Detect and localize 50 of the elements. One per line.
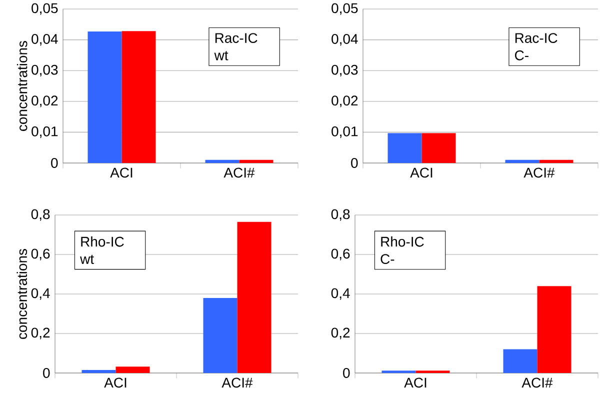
y-tick-label: 0 bbox=[43, 368, 50, 378]
x-tick-label: ACI bbox=[104, 378, 126, 388]
y-axis-title: concentrations bbox=[16, 248, 28, 339]
y-tick-label: 0,02 bbox=[332, 96, 358, 108]
x-tick-label: ACI bbox=[110, 168, 132, 178]
y-tick-label: 0 bbox=[343, 368, 350, 378]
x-tick-label: ACI# bbox=[522, 378, 553, 388]
annotation: Rac-IC bbox=[215, 33, 258, 43]
y-tick-label: 0 bbox=[351, 158, 358, 168]
bar bbox=[537, 286, 572, 373]
x-tick-label: ACI# bbox=[524, 168, 555, 178]
y-tick-label: 0,2 bbox=[331, 328, 350, 340]
y-tick-label: 0 bbox=[51, 158, 58, 168]
y-tick-label: 0,2 bbox=[31, 328, 50, 340]
y-tick-label: 0,01 bbox=[332, 126, 358, 138]
annotation: C- bbox=[380, 254, 394, 264]
bar bbox=[237, 222, 272, 373]
y-tick-label: 0,04 bbox=[332, 34, 358, 46]
annotation: Rho-IC bbox=[81, 236, 124, 247]
y-tick-label: 0,8 bbox=[31, 209, 50, 221]
y-tick-label: 0,04 bbox=[32, 34, 58, 46]
y-tick-label: 0,8 bbox=[331, 209, 350, 221]
y-tick-label: 0,05 bbox=[32, 3, 58, 15]
bar bbox=[88, 31, 122, 163]
y-axis-title: concentrations bbox=[16, 41, 28, 131]
bar bbox=[205, 160, 240, 163]
x-tick-label: ACI bbox=[410, 168, 432, 178]
y-tick-label: 0,03 bbox=[332, 64, 358, 76]
annotation: Rho-IC bbox=[381, 236, 424, 247]
bar bbox=[203, 298, 238, 373]
annotation: wt bbox=[214, 51, 228, 60]
annotation: wt bbox=[80, 254, 94, 264]
x-tick-label: ACI# bbox=[224, 168, 255, 178]
bar bbox=[239, 160, 274, 163]
y-tick-label: 0,6 bbox=[331, 248, 350, 260]
y-tick-label: 0,4 bbox=[31, 288, 50, 300]
y-tick-label: 0,05 bbox=[332, 3, 358, 15]
annotation: Rac-IC bbox=[515, 33, 558, 43]
bar bbox=[82, 370, 116, 373]
y-tick-label: 0,03 bbox=[32, 64, 58, 76]
y-tick-label: 0,4 bbox=[331, 288, 350, 300]
y-tick-label: 0,02 bbox=[32, 96, 58, 108]
x-tick-label: ACI bbox=[404, 378, 426, 388]
bar bbox=[503, 349, 538, 373]
bar bbox=[116, 366, 150, 373]
annotation: C- bbox=[515, 50, 528, 60]
y-tick-label: 0,01 bbox=[32, 126, 58, 138]
x-tick-label: ACI# bbox=[222, 378, 253, 388]
bar bbox=[122, 31, 156, 163]
y-tick-label: 0,6 bbox=[31, 248, 50, 260]
